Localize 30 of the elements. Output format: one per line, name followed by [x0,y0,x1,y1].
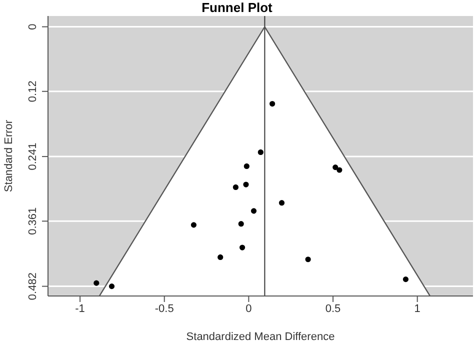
point [278,200,285,206]
point [258,149,264,156]
point [232,184,239,190]
y-tick-label: 0.12 [27,80,39,102]
y-axis-title: Standard Error [2,120,15,192]
chart-title: Funnel Plot [200,0,274,15]
x-axis-title: Standardized Mean Difference [186,331,335,343]
point [239,244,246,250]
point [270,100,276,107]
point [332,164,338,170]
point [94,280,100,286]
point [305,256,311,262]
point [402,276,409,282]
y-tick-label: 0.361 [27,207,39,235]
point [108,284,115,290]
x-tick-label: 0.5 [325,302,341,315]
y-tick-label: 0.482 [27,272,39,300]
x-tick-label: -1 [75,302,85,315]
x-tick-label: 1 [414,302,420,315]
point [336,167,342,173]
point [218,254,224,260]
point [243,182,249,188]
point [244,163,250,170]
point [238,221,244,227]
y-tick-label: 0.241 [27,142,39,170]
x-tick-label: -0.5 [154,302,174,315]
point [190,222,197,228]
y-tick-label: 0 [27,24,39,30]
x-tick-label: 0 [246,302,252,315]
point [250,208,257,214]
